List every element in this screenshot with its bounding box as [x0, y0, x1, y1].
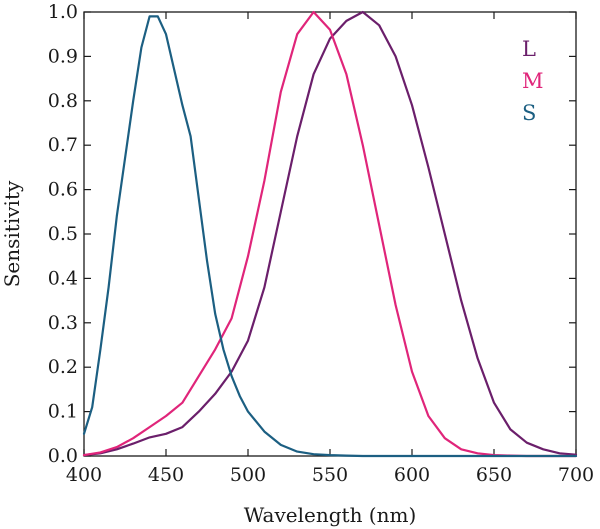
x-tick-label: 450 [148, 464, 184, 486]
y-tick-label: 0.2 [48, 356, 78, 378]
y-tick-label: 0.8 [48, 90, 78, 112]
legend-entry-m: M [522, 69, 544, 93]
y-tick-label: 0.5 [48, 223, 78, 245]
legend: LMS [522, 37, 544, 125]
y-tick-labels: 0.0 0.1 0.2 0.3 0.4 0.5 0.6 0.7 0.8 0.9 1.0 [48, 1, 78, 467]
y-axis-label: Sensitivity [0, 180, 24, 287]
plot-frame [83, 11, 577, 457]
series-line-m [82, 10, 578, 458]
y-tick-label: 0.7 [48, 134, 78, 156]
axis-ticks [83, 11, 577, 457]
y-tick-label: 0.6 [48, 179, 78, 201]
y-tick-label: 0.9 [48, 45, 78, 67]
series-line-s [82, 15, 578, 458]
x-tick-labels: 400 450 500 550 600 650 700 [66, 464, 594, 486]
x-axis-label: Wavelength (nm) [244, 503, 417, 527]
series-line-l [82, 10, 578, 457]
y-tick-label: 0.4 [48, 267, 78, 289]
legend-entry-l: L [522, 37, 536, 61]
x-tick-label: 400 [66, 464, 102, 486]
y-tick-label: 1.0 [48, 1, 78, 23]
x-tick-label: 650 [476, 464, 512, 486]
y-tick-label: 0.0 [48, 445, 78, 467]
x-tick-label: 550 [312, 464, 348, 486]
y-tick-label: 0.3 [48, 312, 78, 334]
x-tick-label: 700 [558, 464, 594, 486]
x-tick-label: 600 [394, 464, 430, 486]
x-tick-label: 500 [230, 464, 266, 486]
legend-entry-s: S [522, 101, 536, 125]
series-lines [82, 10, 578, 458]
y-tick-label: 0.1 [48, 401, 78, 423]
